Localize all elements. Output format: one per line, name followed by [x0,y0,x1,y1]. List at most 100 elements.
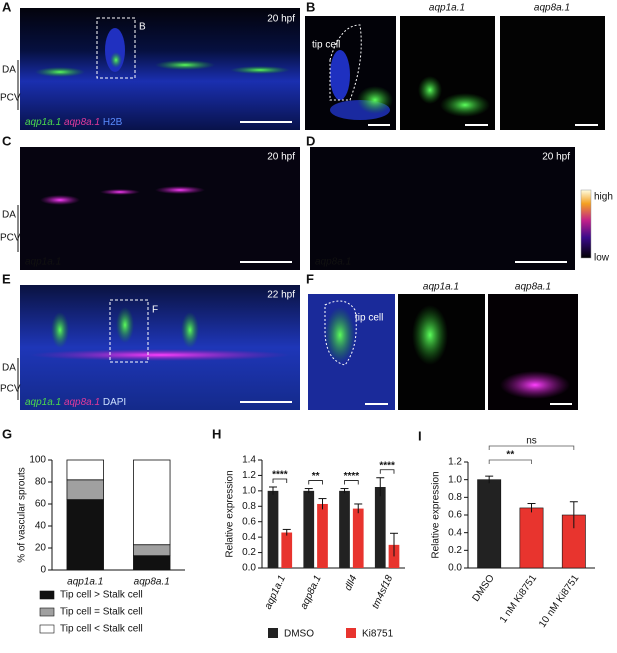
micrograph [20,285,300,410]
sig-bracket [379,469,395,474]
signal [100,189,140,195]
legend-swatch [39,590,55,600]
y-axis-label: % of vascular sprouts [17,467,28,563]
legend-label: Ki8751 [362,629,394,640]
signal [330,50,350,100]
y-tick-label: 0.8 [448,492,462,503]
legend-label: Tip cell > Stalk cell [60,590,143,601]
bar [281,532,293,568]
x-tick-label: aqp1a.1 [263,574,288,611]
bar [477,479,502,569]
stain: aqp8a.1 [64,397,100,408]
panel-title: aqp8a.1 [534,3,570,14]
y-tick-label: 1.0 [448,474,462,485]
sig-bracket [344,480,359,485]
stain: H2B [103,117,123,128]
bar-segment [133,544,171,557]
sig-bracket [272,478,288,483]
panel-letter: I [418,428,422,443]
y-tick-label: 100 [29,455,46,466]
signal [418,76,442,104]
signal [40,195,80,205]
sig-label: **** [272,470,288,481]
bar [374,487,386,568]
signal [357,86,393,114]
micrograph [20,147,300,270]
stain-caption: aqp8a.1 [315,257,351,268]
stain-caption: aqp1a.1 aqp8a.1 DAPI [25,397,126,408]
outline [324,300,357,366]
inset-box [96,17,136,79]
y-axis-label: Relative expression [225,470,236,557]
colorbar-label: high [594,192,613,203]
panel-letter: F [306,271,314,286]
panel-title: aqp8a.1 [515,282,551,293]
y-tick-label: 20 [35,543,47,554]
x-tick-label: aqp8a.1 [134,577,170,588]
y-tick-label: 0.6 [448,510,462,521]
y-tick-label: 40 [35,521,47,532]
x-tick-label: 10 nM Ki8751 [537,573,582,630]
panel-title: aqp1a.1 [429,3,465,14]
y-tick-label: 0.2 [448,545,462,556]
signal [35,28,290,77]
y-tick-label: 80 [35,477,47,488]
stain: aqp8a.1 [64,117,100,128]
y-tick-label: 0 [40,565,46,576]
x-tick-label: dll4 [343,573,360,592]
x-tick-label: DMSO [471,573,497,604]
y-tick-label: 0.4 [448,527,462,538]
y-tick-label: 1.0 [242,485,256,496]
legend-swatch [39,624,55,634]
stage: 20 hpf [267,14,295,25]
x-tick-label: tm4sf18 [370,573,395,610]
stain: aqp1a.1 [25,397,61,408]
legend-swatch [268,628,278,638]
signal [155,186,205,194]
inset-label: B [139,22,146,33]
stage: 22 hpf [267,290,295,301]
y-tick-label: 0.2 [242,547,256,558]
stain: DAPI [103,397,126,408]
micrograph [310,147,575,270]
da-label: DA [2,363,16,374]
da-label: DA [2,65,16,76]
tip-label: tip cell [312,40,340,51]
x-tick-label: 1 nM Ki8751 [498,573,539,626]
panel-letter: A [2,0,12,14]
y-tick-label: 0.0 [448,563,462,574]
y-tick-label: 0.6 [242,516,256,527]
x-tick-label: aqp1a.1 [67,577,103,588]
pcv-label: PCV [0,93,21,104]
pcv-label: PCV [0,384,21,395]
y-tick-label: 0.8 [242,501,256,512]
panel-letter: G [2,426,12,441]
stain-caption: aqp1a.1 [25,257,61,268]
inset-label: F [152,305,158,316]
signal [30,307,290,361]
stage: 20 hpf [542,152,570,163]
panel-letter: B [306,0,315,14]
legend-label: Tip cell < Stalk cell [60,624,143,635]
da-label: DA [2,210,16,221]
panel-letter: E [2,271,11,286]
sig-label: ns [526,436,537,447]
y-axis-label: Relative expression [431,471,442,558]
bar-segment [66,499,104,571]
bar [352,508,364,568]
bar [317,503,328,568]
legend-label: DMSO [284,629,314,640]
sig-bracket [488,459,532,464]
bar [267,490,279,568]
signal [500,371,570,399]
sig-label: **** [344,471,360,482]
y-tick-label: 1.2 [448,457,462,468]
bar-segment [133,555,171,571]
bar [519,507,544,569]
legend-swatch [346,628,356,638]
legend-label: Tip cell = Stalk cell [60,607,143,618]
sig-label: ** [312,471,320,482]
panel-letter: C [2,133,12,148]
panel-title: aqp1a.1 [423,282,459,293]
